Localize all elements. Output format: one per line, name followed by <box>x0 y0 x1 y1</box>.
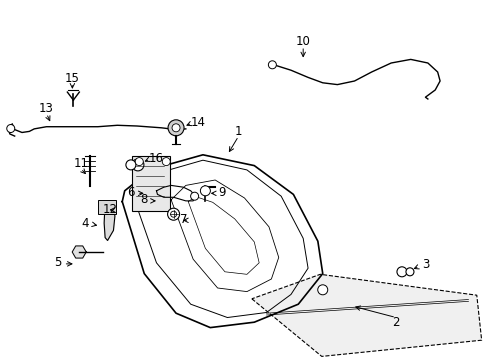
Text: 2: 2 <box>391 316 399 329</box>
Circle shape <box>168 120 183 136</box>
Text: 1: 1 <box>234 125 242 138</box>
Text: 4: 4 <box>81 217 89 230</box>
Polygon shape <box>251 274 481 356</box>
Circle shape <box>135 158 143 166</box>
Text: 14: 14 <box>190 116 205 129</box>
Circle shape <box>172 124 180 132</box>
Text: 11: 11 <box>73 157 88 170</box>
Text: 9: 9 <box>218 186 226 199</box>
Circle shape <box>170 211 176 217</box>
Polygon shape <box>104 202 115 240</box>
Text: 12: 12 <box>102 203 117 216</box>
Bar <box>132 156 170 211</box>
Circle shape <box>162 158 170 166</box>
Text: 8: 8 <box>140 193 148 206</box>
Circle shape <box>132 159 143 171</box>
Text: 13: 13 <box>39 102 54 115</box>
Text: 15: 15 <box>65 72 80 85</box>
Polygon shape <box>72 246 86 258</box>
Circle shape <box>396 267 406 277</box>
Circle shape <box>268 61 276 69</box>
Text: 16: 16 <box>149 152 163 165</box>
Text: 6: 6 <box>127 186 135 199</box>
Circle shape <box>190 192 198 200</box>
Text: 10: 10 <box>295 35 310 48</box>
Bar <box>98 200 116 214</box>
Circle shape <box>125 160 136 170</box>
Text: 7: 7 <box>179 213 187 226</box>
Circle shape <box>317 285 327 295</box>
Circle shape <box>405 268 413 276</box>
Text: 3: 3 <box>421 258 428 271</box>
Circle shape <box>7 125 15 132</box>
Text: 5: 5 <box>54 256 61 269</box>
Circle shape <box>200 186 210 196</box>
Circle shape <box>167 208 179 220</box>
